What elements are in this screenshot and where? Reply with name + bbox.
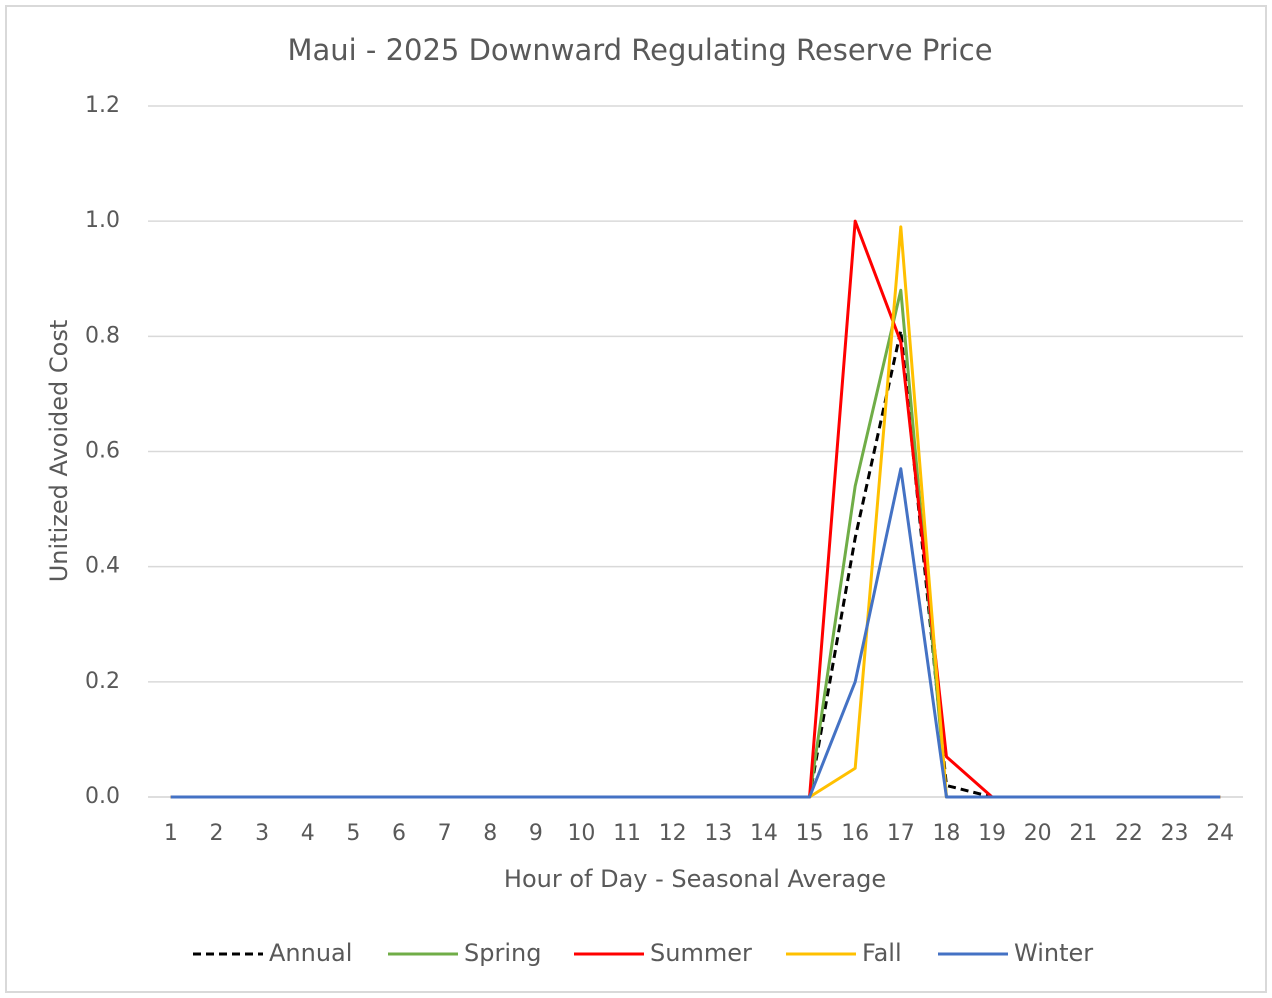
x-tick-label: 11 bbox=[613, 821, 641, 846]
y-tick-label: 1.2 bbox=[85, 93, 120, 118]
x-tick-label: 22 bbox=[1115, 821, 1143, 846]
x-tick-label: 15 bbox=[796, 821, 824, 846]
chart-border bbox=[5, 5, 1267, 993]
x-tick-label: 8 bbox=[483, 821, 497, 846]
y-tick-label: 0.8 bbox=[85, 323, 120, 348]
x-tick-label: 7 bbox=[438, 821, 452, 846]
x-tick-label: 2 bbox=[209, 821, 223, 846]
y-tick-label: 0.0 bbox=[85, 784, 120, 809]
legend-label: Winter bbox=[1014, 939, 1093, 967]
x-axis-label: Hour of Day - Seasonal Average bbox=[504, 865, 886, 893]
legend-label: Annual bbox=[269, 939, 352, 967]
x-tick-label: 17 bbox=[887, 821, 915, 846]
x-tick-label: 23 bbox=[1161, 821, 1189, 846]
x-tick-label: 16 bbox=[841, 821, 869, 846]
y-tick-label: 0.6 bbox=[85, 439, 120, 464]
legend-label: Spring bbox=[464, 939, 541, 967]
x-tick-label: 6 bbox=[392, 821, 406, 846]
legend-label: Fall bbox=[862, 939, 902, 967]
x-tick-label: 9 bbox=[529, 821, 543, 846]
y-tick-label: 1.0 bbox=[85, 208, 120, 233]
y-axis-label: Unitized Avoided Cost bbox=[45, 320, 73, 583]
y-tick-label: 0.4 bbox=[85, 554, 120, 579]
chart-title: Maui - 2025 Downward Regulating Reserve … bbox=[287, 33, 992, 67]
x-tick-label: 18 bbox=[932, 821, 960, 846]
x-tick-label: 4 bbox=[301, 821, 315, 846]
x-tick-label: 10 bbox=[567, 821, 595, 846]
x-tick-label: 20 bbox=[1024, 821, 1052, 846]
x-tick-label: 21 bbox=[1069, 821, 1097, 846]
x-tick-label: 3 bbox=[255, 821, 269, 846]
series-line bbox=[170, 467, 1221, 799]
x-tick-label: 13 bbox=[704, 821, 732, 846]
x-tick-label: 19 bbox=[978, 821, 1006, 846]
y-tick-label: 0.2 bbox=[85, 669, 120, 694]
x-tick-label: 12 bbox=[659, 821, 687, 846]
legend-label: Summer bbox=[650, 939, 752, 967]
x-tick-label: 1 bbox=[164, 821, 178, 846]
x-tick-label: 14 bbox=[750, 821, 778, 846]
x-tick-label: 24 bbox=[1206, 821, 1234, 846]
x-tick-label: 5 bbox=[346, 821, 360, 846]
